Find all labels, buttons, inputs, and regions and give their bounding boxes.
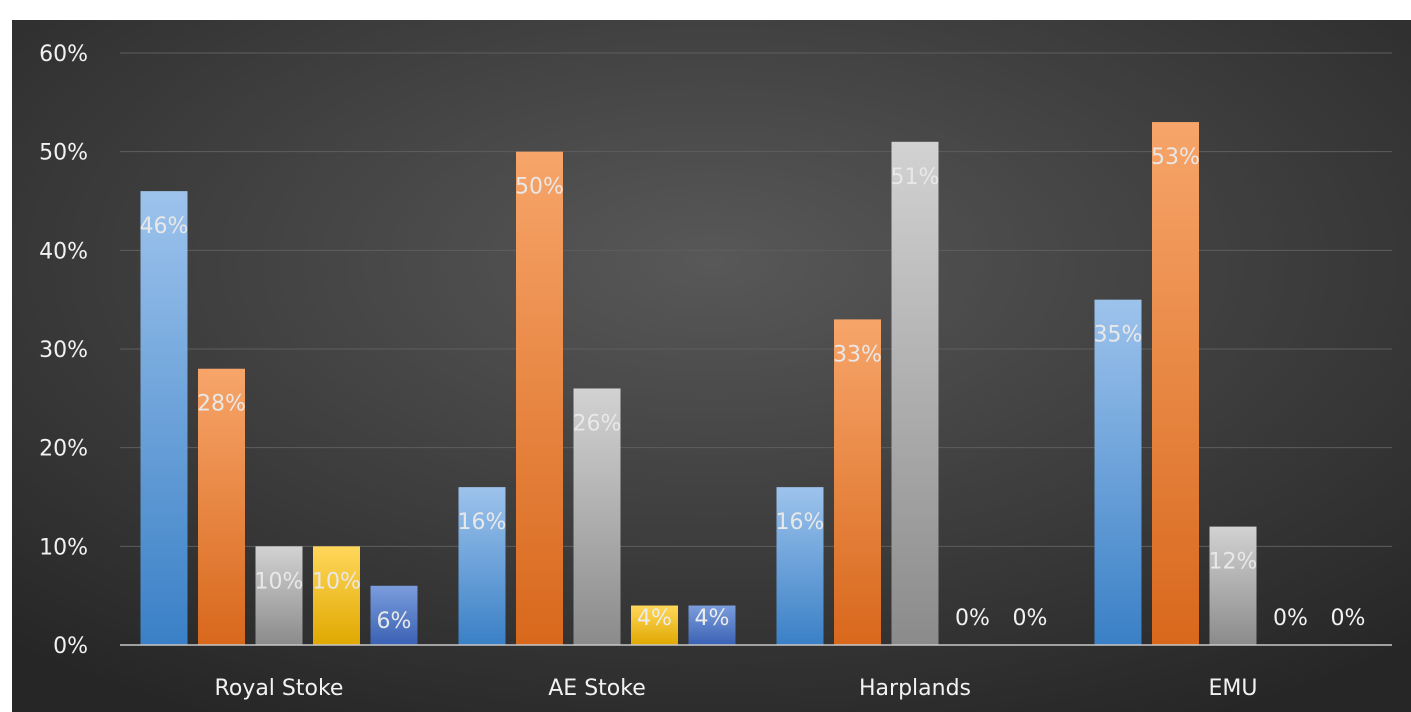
x-category-label: Harplands <box>859 676 971 701</box>
data-label: 10% <box>255 569 304 594</box>
y-tick-label: 40% <box>39 239 88 264</box>
data-label: 0% <box>955 606 990 631</box>
y-tick-label: 60% <box>39 42 88 67</box>
x-category-label: Royal Stoke <box>215 676 344 701</box>
bar <box>834 319 881 645</box>
data-label: 12% <box>1209 550 1258 575</box>
chart-container: 0% 10% 20% 30% 40% 50% 60% Royal Stoke AE Stoke H… <box>12 20 1411 712</box>
data-label: 0% <box>1331 606 1366 631</box>
y-tick-label: 10% <box>39 535 88 560</box>
data-label: 16% <box>776 510 825 535</box>
bars <box>140 122 1257 646</box>
bar <box>1152 122 1199 646</box>
bar <box>776 487 824 645</box>
data-label: 6% <box>377 609 412 634</box>
y-tick-label: 50% <box>39 141 88 166</box>
data-label: 4% <box>695 606 730 631</box>
bar <box>516 151 563 645</box>
x-category-label: AE Stoke <box>548 676 646 701</box>
data-label: 35% <box>1094 323 1143 348</box>
data-label: 53% <box>1151 145 1200 170</box>
data-label: 10% <box>312 569 361 594</box>
data-label: 28% <box>197 392 246 417</box>
data-label: 51% <box>891 165 940 190</box>
bar <box>370 585 418 645</box>
x-category-label: EMU <box>1209 676 1258 701</box>
bar <box>688 605 736 645</box>
bar-chart: 0% 10% 20% 30% 40% 50% 60% Royal Stoke AE Stoke H… <box>12 20 1411 712</box>
data-labels: 46% 28% 10% 10% 6% 16% 50% 26% 4% 4% 16% 33% 51% 0% 0%… <box>140 145 1366 634</box>
data-label: 46% <box>140 214 189 239</box>
bar <box>1094 299 1142 645</box>
data-label: 33% <box>833 342 882 367</box>
bar <box>198 368 245 645</box>
data-label: 50% <box>515 175 564 200</box>
bar <box>140 191 188 645</box>
data-label: 26% <box>573 411 622 436</box>
y-tick-label: 20% <box>39 437 88 462</box>
bar <box>891 141 939 646</box>
bar <box>313 546 360 645</box>
y-tick-label: 0% <box>53 634 88 659</box>
bar <box>458 487 506 645</box>
bar <box>1209 526 1257 645</box>
bar <box>255 546 303 645</box>
data-label: 0% <box>1013 606 1048 631</box>
data-label: 16% <box>458 510 507 535</box>
bar <box>631 605 678 645</box>
data-label: 4% <box>637 606 672 631</box>
data-label: 0% <box>1273 606 1308 631</box>
bar <box>573 388 621 645</box>
axes: 0% 10% 20% 30% 40% 50% 60% Royal Stoke AE Stoke H… <box>39 42 1392 701</box>
y-tick-label: 30% <box>39 338 88 363</box>
